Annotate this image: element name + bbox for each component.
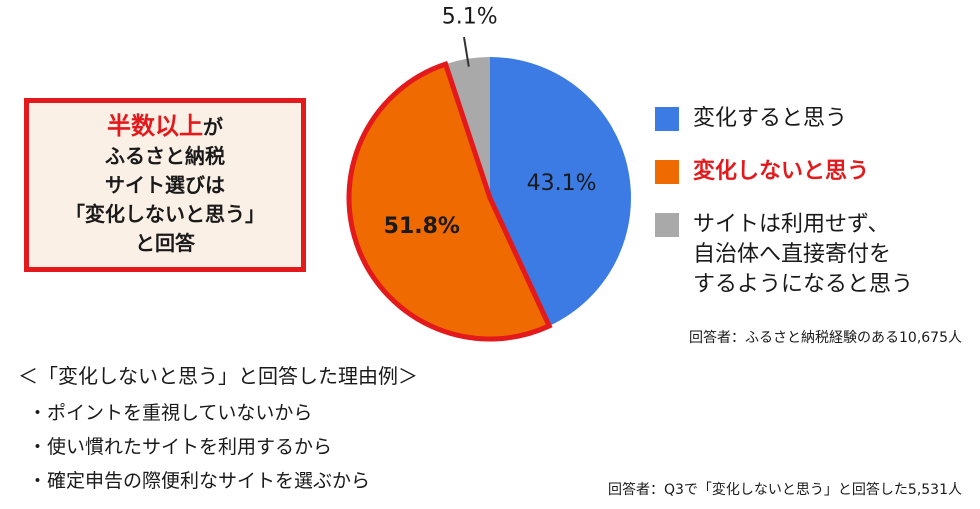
legend-item: 変化すると思う [655,104,913,134]
legend: 変化すると思う 変化しないと思う サイトは利用せず、 自治体へ直接寄付を するよ… [655,104,913,300]
legend-swatch [655,213,679,237]
legend-swatch [655,107,679,131]
pie-slice [490,57,631,326]
callout-highlight: 半数以上 [107,112,203,140]
respondents-note-q3: 回答者：Q3で「変化しないと思う」と回答した5,531人 [607,482,962,498]
legend-label: 変化しないと思う [693,159,870,184]
slice-value-label: 51.8% [384,214,460,239]
reasons-list: ＜「変化しないと思う」と回答した理由例＞ ・ポイントを重視していないから ・使い… [18,362,418,498]
legend-label: 変化すると思う [693,106,848,131]
slice-value-label: 5.1% [442,4,498,29]
legend-swatch [655,160,679,184]
pie-slice [346,61,553,342]
callout-suffix: が [203,115,223,139]
legend-label-line: サイトは利用せず、 [693,212,890,237]
legend-label: サイトは利用せず、 自治体へ直接寄付を するようになると思う [693,210,913,300]
callout-line: と回答 [135,231,195,255]
callout-line: ふるさと納税 [105,144,225,168]
callout-headline: 半数以上が [107,112,223,142]
legend-item: 変化しないと思う [655,157,913,187]
reason-item: ・確定申告の際便利なサイトを選ぶから [28,470,371,492]
callout-line: サイト選びは [105,173,225,197]
callout-box: 半数以上が ふるさと納税 サイト選びは 「変化しないと思う」 と回答 [24,98,306,272]
leader-line [463,36,470,67]
legend-label-line: 自治体へ直接寄付を [693,242,892,267]
reason-item: ・ポイントを重視していないから [28,402,313,424]
legend-item: サイトは利用せず、 自治体へ直接寄付を するようになると思う [655,210,913,300]
respondents-note: 回答者：ふるさと納税経験のある10,675人 [689,330,962,346]
legend-label-line: するようになると思う [693,272,914,297]
callout-line: 「変化しないと思う」 [65,202,265,226]
slice-value-label: 43.1% [527,171,597,196]
reasons-title: ＜「変化しないと思う」と回答した理由例＞ [18,364,418,388]
reason-item: ・使い慣れたサイトを利用するから [28,436,333,458]
